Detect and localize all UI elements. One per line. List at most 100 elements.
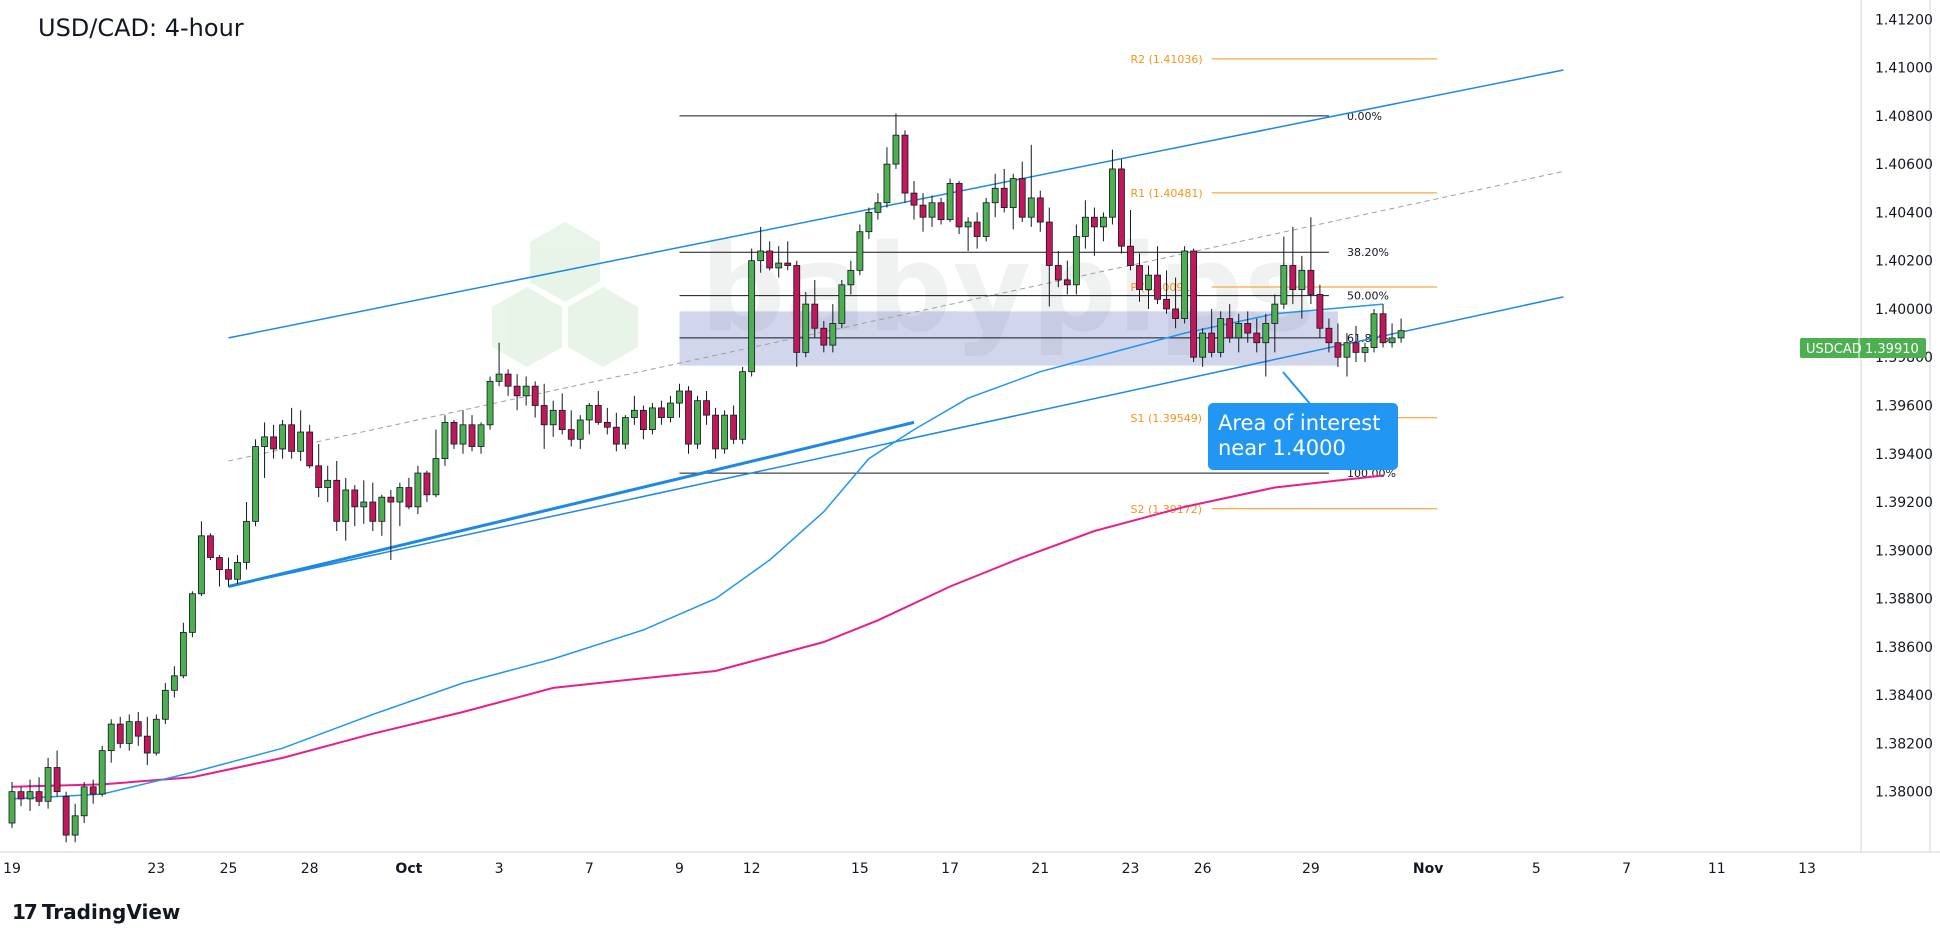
x-tick-label: 29 xyxy=(1302,861,1320,877)
candle xyxy=(17,786,25,807)
tradingview-brand[interactable]: 17 TradingView xyxy=(12,900,180,924)
x-tick-label: 11 xyxy=(1708,861,1726,877)
candle xyxy=(1136,253,1143,302)
candle xyxy=(1072,224,1080,295)
candle xyxy=(1271,294,1279,353)
candle xyxy=(883,147,891,208)
y-tick-label: 1.39400 xyxy=(1875,447,1933,463)
candle xyxy=(1181,246,1188,324)
candle xyxy=(243,502,250,570)
brand-name: TradingView xyxy=(41,900,181,924)
candle xyxy=(1009,173,1017,230)
candle xyxy=(252,439,259,527)
pivot-label-0: R2 (1.41036) xyxy=(1130,53,1202,66)
tradingview-logo-icon: 17 xyxy=(12,900,38,924)
candle xyxy=(1316,284,1324,338)
pivot-label-3: S1 (1.39549) xyxy=(1130,412,1202,425)
candle xyxy=(234,555,241,585)
channel-lower-bold xyxy=(228,420,915,588)
candle xyxy=(306,424,314,469)
candle xyxy=(1063,260,1071,295)
candle xyxy=(1217,311,1225,358)
x-tick-label: Oct xyxy=(395,861,422,877)
candle xyxy=(1262,313,1270,377)
candle xyxy=(98,745,106,797)
candle xyxy=(1054,251,1062,288)
candle xyxy=(640,405,647,440)
candle xyxy=(540,383,548,449)
candle xyxy=(80,782,88,824)
candle xyxy=(107,719,115,763)
candle xyxy=(775,246,783,278)
x-tick-label: 23 xyxy=(1122,861,1140,877)
price-axis[interactable]: 1.41200 1.41000 1.40800 1.40600 1.40400 1.402… xyxy=(1875,12,1933,800)
candle xyxy=(1045,207,1053,307)
time-axis[interactable]: 19 23 25 28 Oct 3 7 9 12 15 17 21 23 26 29 Nov 5 7 11 13 xyxy=(3,861,1816,877)
x-tick-label: 7 xyxy=(585,861,594,877)
candle xyxy=(423,470,431,503)
candle xyxy=(369,482,377,531)
x-tick-label: 15 xyxy=(851,861,869,877)
candle xyxy=(847,260,855,295)
candle xyxy=(991,173,999,218)
x-tick-label: 17 xyxy=(941,861,959,877)
x-tick-label: 13 xyxy=(1798,861,1816,877)
candle xyxy=(1109,149,1116,225)
callout-line-2: near 1.4000 xyxy=(1218,436,1346,460)
candle xyxy=(504,369,512,396)
candle xyxy=(1361,342,1369,363)
candle xyxy=(179,622,187,679)
x-tick-label: 7 xyxy=(1622,861,1631,877)
channel-line-channel_mid xyxy=(228,170,1564,462)
x-tick-label: Nov xyxy=(1413,861,1443,877)
candle xyxy=(495,342,503,387)
last-price-label: 1.39910 xyxy=(1865,342,1919,357)
x-tick-label: 21 xyxy=(1031,861,1049,877)
candle xyxy=(324,465,332,503)
candle xyxy=(360,480,368,524)
pivot-label-1: R1 (1.40481) xyxy=(1130,187,1202,200)
candlesticks xyxy=(8,113,1405,843)
candle xyxy=(964,217,972,252)
candle xyxy=(730,405,737,445)
y-tick-label: 1.41000 xyxy=(1875,61,1933,77)
x-tick-label: 25 xyxy=(220,861,238,877)
candle xyxy=(712,407,719,459)
candle xyxy=(982,197,990,242)
candle xyxy=(513,374,521,411)
candle xyxy=(1081,200,1089,249)
candle xyxy=(62,791,70,843)
y-tick-label: 1.40800 xyxy=(1875,109,1933,125)
candle xyxy=(576,415,584,449)
candle xyxy=(567,410,575,447)
candle xyxy=(1208,308,1216,358)
candle xyxy=(1334,323,1342,367)
candle xyxy=(378,494,386,536)
candle xyxy=(694,395,701,449)
candle xyxy=(937,197,945,225)
candle xyxy=(703,391,710,425)
candle xyxy=(1190,248,1198,363)
candle xyxy=(477,422,485,454)
candle xyxy=(71,803,79,843)
candle xyxy=(261,422,268,478)
candle xyxy=(198,521,205,597)
candle xyxy=(658,400,665,425)
callout-line-1: Area of interest xyxy=(1218,411,1380,435)
candle xyxy=(152,714,160,756)
candle xyxy=(946,178,954,223)
moving-average-100 xyxy=(11,303,1384,800)
candle xyxy=(820,321,828,353)
candle xyxy=(288,407,296,459)
candle xyxy=(188,591,196,638)
candle xyxy=(35,777,43,807)
candle xyxy=(612,412,620,452)
y-tick-label: 1.38800 xyxy=(1875,592,1933,608)
candle xyxy=(414,465,422,515)
candle xyxy=(621,415,629,449)
candle xyxy=(1154,246,1161,305)
candle xyxy=(1235,313,1243,353)
candle xyxy=(585,403,593,435)
candle xyxy=(558,393,566,435)
